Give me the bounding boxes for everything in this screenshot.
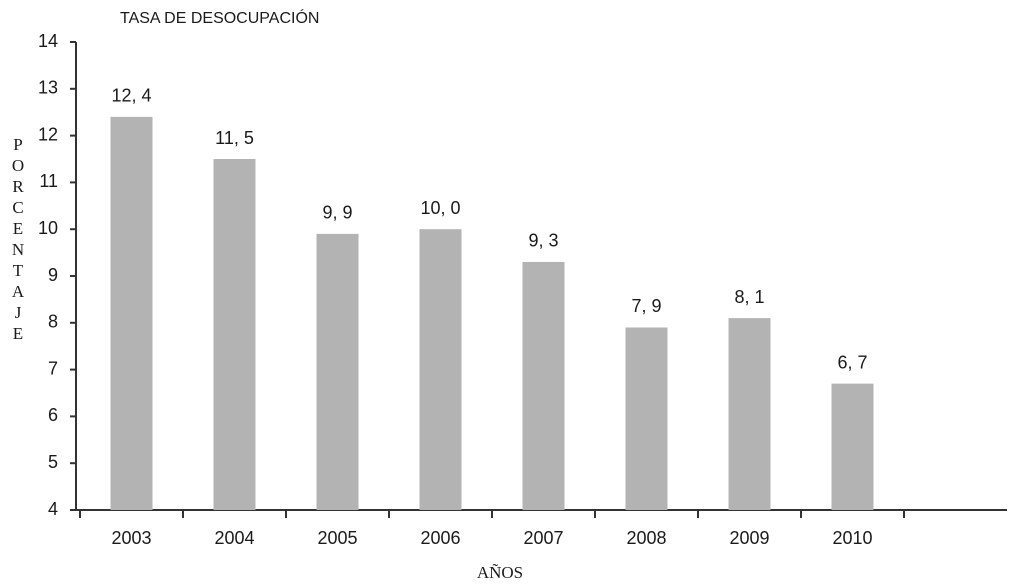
y-tick-label: 14	[38, 31, 58, 51]
y-tick-label: 12	[38, 124, 58, 144]
x-tick-label: 2005	[317, 528, 357, 548]
bar	[213, 159, 256, 510]
y-axis-label: PORCENTAJE	[9, 135, 28, 345]
bar	[522, 261, 565, 510]
value-label: 6, 7	[837, 352, 867, 372]
x-axis-label: AÑOS	[477, 563, 523, 582]
value-label: 10, 0	[420, 198, 460, 218]
y-tick-label: 6	[48, 405, 58, 425]
y-tick-label: 5	[48, 452, 58, 472]
x-tick-label: 2009	[729, 528, 769, 548]
value-label: 9, 9	[322, 203, 352, 223]
y-tick-label: 7	[48, 358, 58, 378]
bar	[110, 116, 153, 510]
y-tick-label: 8	[48, 312, 58, 332]
bar	[316, 233, 359, 510]
bar	[419, 229, 462, 510]
y-tick-label: 13	[38, 78, 58, 98]
x-tick-label: 2006	[420, 528, 460, 548]
x-tick-label: 2008	[626, 528, 666, 548]
value-label: 8, 1	[734, 287, 764, 307]
bar	[831, 383, 874, 510]
value-label: 11, 5	[215, 128, 254, 148]
y-tick-label: 9	[48, 265, 58, 285]
y-tick-label: 4	[48, 499, 58, 519]
value-label: 7, 9	[631, 296, 661, 316]
x-tick-label: 2003	[111, 528, 151, 548]
value-label: 12, 4	[111, 86, 151, 106]
x-tick-label: 2004	[214, 528, 254, 548]
bar	[625, 327, 668, 510]
y-tick-label: 10	[38, 218, 58, 238]
bar	[728, 318, 771, 510]
y-tick-label: 11	[39, 171, 58, 191]
chart-title: TASA DE DESOCUPACIÓN	[120, 8, 319, 27]
x-tick-label: 2010	[832, 528, 872, 548]
value-label: 9, 3	[528, 231, 558, 251]
x-tick-label: 2007	[523, 528, 563, 548]
